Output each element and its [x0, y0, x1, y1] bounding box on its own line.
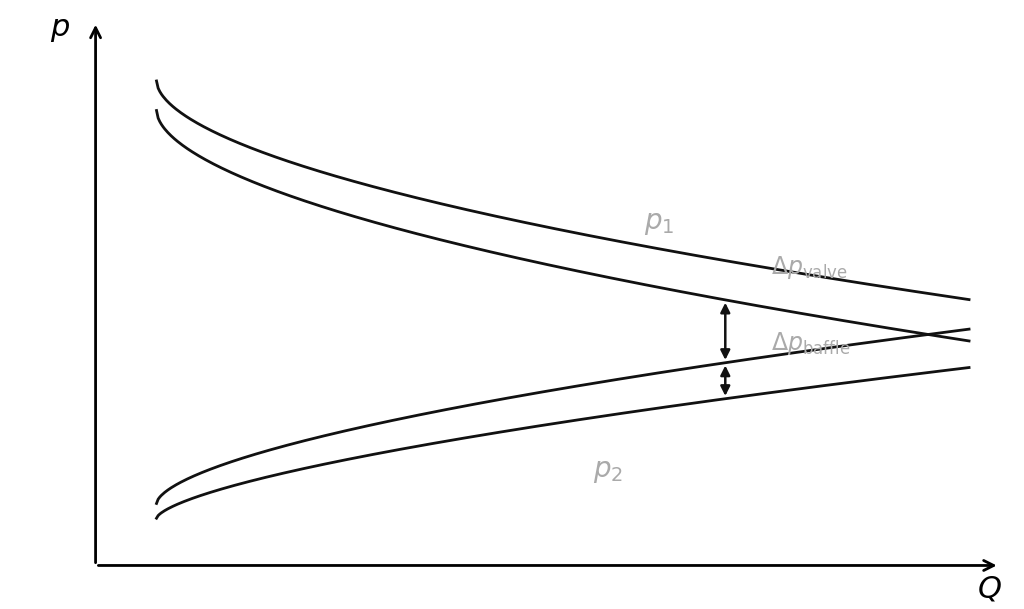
Text: p: p — [50, 13, 70, 42]
Text: $\Delta p_{\mathregular{valve}}$: $\Delta p_{\mathregular{valve}}$ — [771, 253, 848, 281]
Text: $p_1$: $p_1$ — [644, 209, 675, 237]
Text: Q: Q — [977, 575, 1001, 604]
Text: $\Delta p_{\mathregular{baffle}}$: $\Delta p_{\mathregular{baffle}}$ — [771, 331, 850, 357]
Text: $p_2$: $p_2$ — [593, 457, 624, 485]
